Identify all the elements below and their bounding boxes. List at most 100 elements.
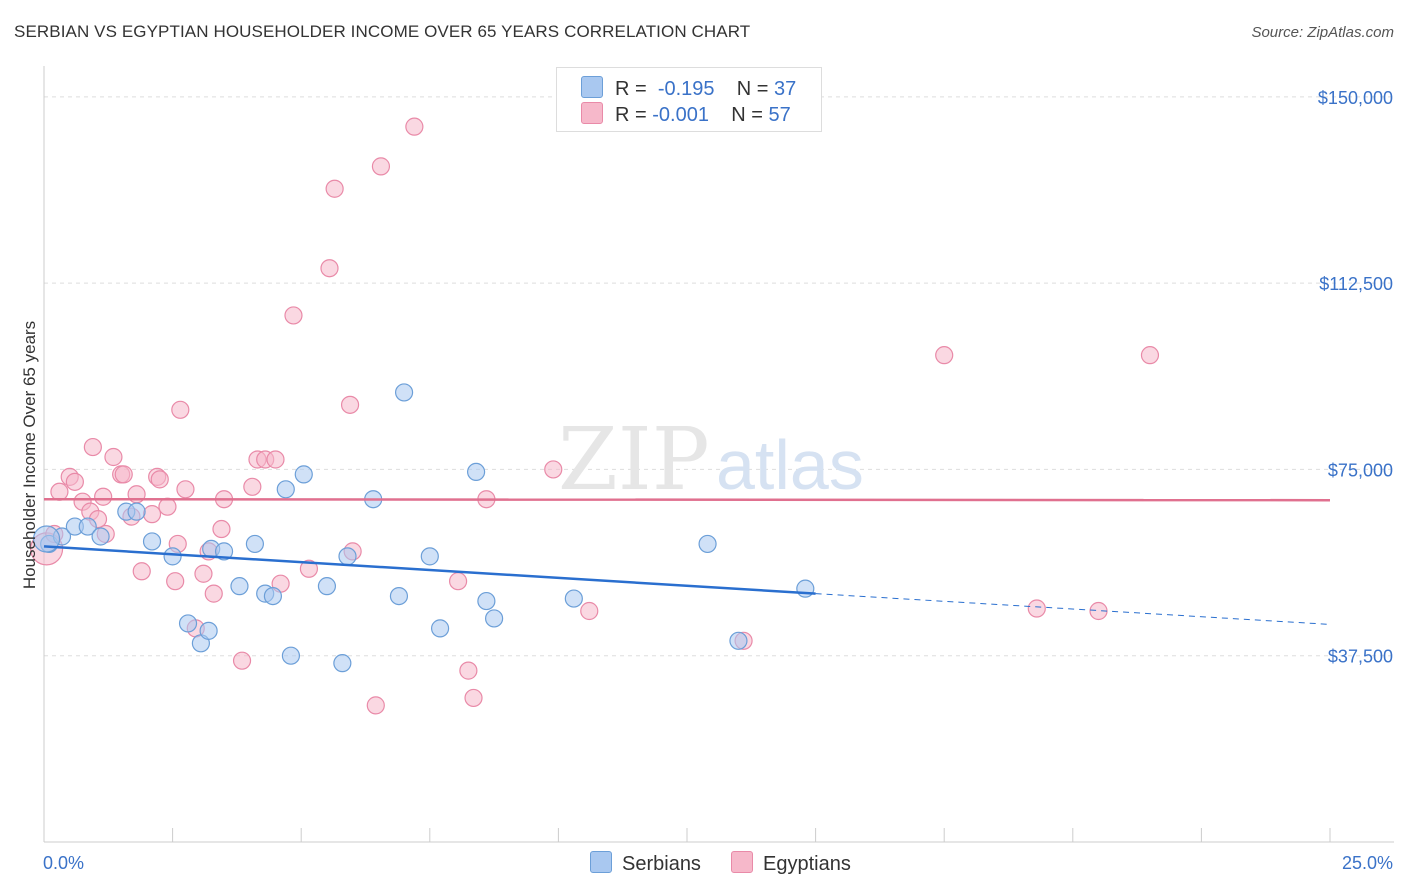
serbians-point — [466, 462, 486, 482]
serbians-point — [698, 534, 717, 554]
y-axis-label: Householder Income Over 65 years — [20, 321, 39, 589]
egyptians-point — [1140, 346, 1160, 365]
serbians-legend-label: Serbians — [622, 853, 701, 875]
egyptians-point — [371, 157, 391, 176]
watermark-zip: ZIP — [558, 410, 710, 510]
x-tick-label-min: 0.0% — [43, 853, 84, 873]
egyptians-point — [132, 562, 151, 581]
egyptians-point — [114, 465, 133, 484]
serbians-point — [333, 654, 352, 673]
serbians-point — [163, 547, 182, 566]
legend-row-egyptians: R = -0.001 N = 57 — [581, 102, 791, 126]
serbians-point — [338, 547, 357, 566]
egyptians-point — [50, 482, 69, 501]
egyptians-point — [464, 688, 483, 708]
egyptians-point — [935, 346, 954, 365]
serbians-point — [91, 527, 110, 546]
egyptians-point — [405, 117, 424, 136]
serbians-point — [394, 383, 414, 402]
serbians-point — [420, 547, 439, 566]
legend-n-value: 37 — [774, 78, 797, 100]
egyptians-point — [1027, 599, 1046, 618]
egyptians-point — [266, 450, 285, 469]
serbians-point — [32, 525, 61, 553]
serbians-point — [214, 542, 234, 561]
serbians-point — [78, 517, 97, 536]
serbians-point — [389, 586, 409, 606]
egyptians-point — [232, 651, 252, 670]
bottom-legend-serbians: Serbians — [590, 851, 701, 876]
egyptians-point — [580, 601, 599, 621]
legend-r-label: R = — [615, 78, 647, 100]
egyptians-legend-label: Egyptians — [763, 853, 851, 875]
serbians-point — [127, 502, 146, 521]
egyptians-trend-line — [43, 497, 1331, 502]
egyptians-point — [340, 395, 360, 414]
y-tick-label: $150,000 — [1318, 88, 1393, 108]
egyptians-point — [94, 487, 113, 506]
egyptians-point — [176, 480, 195, 499]
egyptians-swatch — [581, 102, 603, 124]
egyptians-point — [544, 460, 563, 479]
chart-title: SERBIAN VS EGYPTIAN HOUSEHOLDER INCOME O… — [14, 22, 751, 41]
egyptians-point — [448, 572, 468, 591]
egyptians-point — [150, 470, 169, 489]
egyptians-point — [142, 505, 162, 524]
serbians-point — [263, 586, 283, 606]
serbians-point — [564, 589, 583, 608]
egyptians-point — [104, 447, 123, 467]
axes — [43, 66, 1394, 843]
legend-r-label: R = — [615, 104, 647, 126]
legend-n-value: 57 — [768, 104, 791, 126]
serbians-legend-swatch — [590, 851, 612, 873]
y-tick-label: $37,500 — [1328, 647, 1393, 667]
legend-row-serbians: R = -0.195 N = 37 — [581, 76, 796, 100]
serbians-point — [729, 631, 748, 650]
egyptians-point — [299, 559, 319, 578]
serbians-point — [485, 609, 504, 628]
serbians-point — [245, 534, 265, 554]
bottom-legend-egyptians: Egyptians — [731, 851, 851, 876]
watermark-atlas: atlas — [716, 426, 864, 504]
correlation-legend: R = -0.195 N = 37 R = -0.001 N = 57 — [556, 67, 822, 132]
serbians-swatch — [581, 76, 603, 98]
serbians-point — [178, 614, 198, 633]
serbians-points — [32, 383, 815, 673]
source-label: Source: ZipAtlas.com — [1251, 24, 1394, 41]
serbians-point — [142, 532, 162, 551]
egyptians-point — [65, 472, 84, 491]
egyptians-point — [194, 564, 213, 583]
egyptians-point — [284, 306, 303, 325]
legend-r-value: -0.195 — [657, 78, 715, 100]
serbians-point — [230, 577, 249, 596]
egyptians-legend-swatch — [731, 851, 753, 873]
egyptians-point — [171, 400, 190, 419]
serbians-point — [294, 465, 313, 484]
egyptians-point — [459, 661, 478, 680]
y-tick-label: $75,000 — [1328, 460, 1393, 480]
egyptians-point — [320, 259, 339, 278]
serbians-trend-extension — [815, 593, 1331, 625]
egyptians-point — [366, 696, 385, 715]
y-tick-label: $112,500 — [1319, 274, 1393, 294]
serbians-point — [477, 591, 496, 611]
legend-n-label: N = — [736, 78, 769, 100]
egyptians-point — [325, 179, 344, 198]
serbians-trend-line — [43, 545, 816, 595]
trend-lines — [43, 497, 1331, 625]
egyptians-point — [83, 437, 102, 457]
serbians-point — [199, 621, 218, 640]
legend-r-value: -0.001 — [652, 104, 709, 126]
serbians-point — [430, 619, 450, 638]
grid-lines — [44, 96, 1394, 657]
x-tick-label-max: 25.0% — [1342, 853, 1393, 873]
legend-n-label: N = — [731, 104, 763, 126]
egyptians-point — [212, 519, 231, 539]
egyptians-point — [243, 477, 262, 496]
serbians-point — [317, 577, 337, 596]
egyptians-point — [166, 572, 185, 591]
serbians-point — [276, 480, 295, 499]
egyptians-point — [204, 584, 223, 603]
serbians-point — [281, 646, 301, 665]
